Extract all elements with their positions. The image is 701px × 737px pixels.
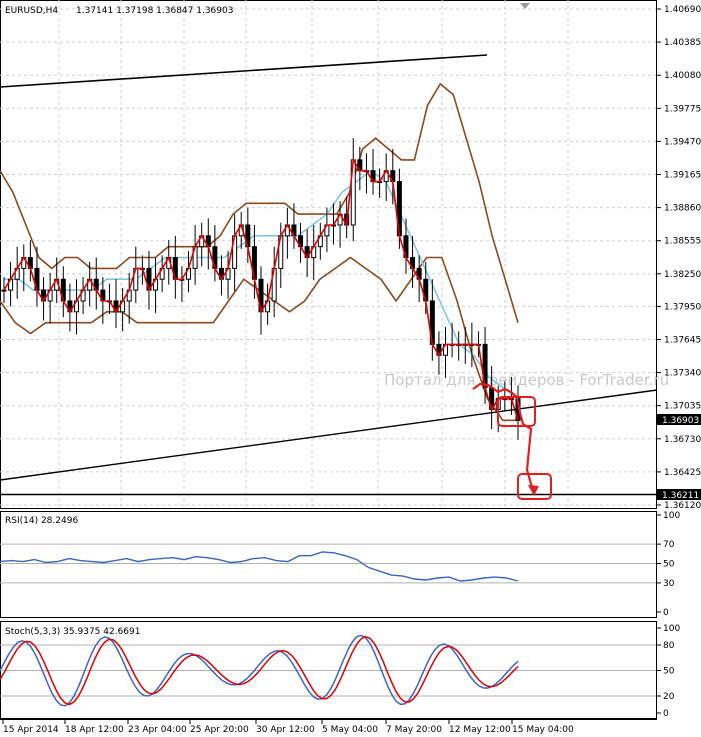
- rsi-label: RSI(14) 28.2496: [5, 516, 78, 526]
- rsi-tick-label: 0: [663, 608, 669, 618]
- price-tick-label: 1.37645: [664, 335, 701, 345]
- stoch-main-line: [0, 634, 519, 707]
- price-tick-label: 1.39470: [664, 137, 701, 147]
- annotation-box-target: [517, 473, 552, 500]
- stoch-label: Stoch(5,3,3) 35.9375 42.6691: [5, 627, 140, 637]
- price-tick-label: 1.37340: [664, 369, 701, 379]
- current-price-label: 1.36903: [662, 416, 699, 426]
- main-pane: [0, 0, 657, 509]
- annotation-path: [472, 382, 536, 495]
- time-tick-label: 15 Apr 2014: [3, 725, 59, 735]
- price-axis: 1.40690 1.40385 1.40080 1.39775 1.39470 1.391…: [656, 5, 701, 511]
- stoch-tick-label: 80: [663, 641, 675, 651]
- time-tick-label: 7 May 20:00: [386, 725, 442, 735]
- price-tick-label: 1.40080: [664, 71, 701, 81]
- stoch-tick-label: 100: [663, 624, 680, 634]
- scroll-marker-icon[interactable]: [520, 3, 530, 9]
- fast-moving-average: [3, 157, 519, 421]
- support-price-tag: [657, 489, 701, 500]
- rsi-tick-label: 30: [663, 579, 675, 589]
- time-axis: 15 Apr 2014 18 Apr 12:00 23 Apr 04:00 25 Ap…: [2, 719, 574, 735]
- price-tick-label: 1.36730: [664, 435, 701, 445]
- rsi-pane: [0, 511, 657, 618]
- time-tick-label: 5 May 04:00: [322, 725, 378, 735]
- price-tick-label: 1.38555: [664, 237, 701, 247]
- stoch-axis: 100 80 50 20 0: [656, 624, 680, 719]
- time-tick-label: 15 May 04:00: [512, 725, 574, 735]
- rsi-line: [0, 551, 519, 582]
- rsi-axis: 100 70 50 30 0: [656, 511, 680, 618]
- lower-trendline[interactable]: [0, 389, 658, 481]
- stoch-tick-label: 50: [663, 667, 675, 677]
- rsi-tick-label: 50: [663, 560, 675, 570]
- stoch-signal-line: [0, 635, 519, 706]
- upper-channel-trendline[interactable]: [0, 54, 488, 88]
- candle: [1, 277, 7, 304]
- price-tick-label: 1.40690: [664, 5, 701, 15]
- time-tick-label: 30 Apr 12:00: [256, 725, 315, 735]
- support-price-label: 1.36211: [662, 491, 699, 501]
- bollinger-upper-band: [0, 82, 519, 323]
- stoch-tick-label: 0: [663, 709, 669, 719]
- rsi-tick-label: 100: [663, 511, 680, 521]
- watermark: Портал для трейдеров - ForTrader.ru: [384, 371, 669, 389]
- time-tick-label: 18 Apr 12:00: [65, 725, 124, 735]
- chart-symbol-label: EURUSD,H4: [5, 6, 58, 16]
- price-tick-label: 1.38860: [664, 204, 701, 214]
- price-tick-label: 1.37035: [664, 402, 701, 412]
- price-tick-label: 1.39165: [664, 171, 701, 181]
- stoch-grid: [0, 644, 656, 697]
- price-tick-label: 1.39775: [664, 104, 701, 114]
- time-tick-label: 12 May 12:00: [449, 725, 511, 735]
- price-tick-label: 1.37950: [664, 302, 701, 312]
- price-tick-label: 1.36120: [664, 501, 701, 511]
- price-tick-label: 1.36425: [664, 468, 701, 478]
- price-tick-label: 1.40385: [664, 38, 701, 48]
- rsi-tick-label: 70: [663, 540, 675, 550]
- ohlc-label: 1.37141 1.37198 1.36847 1.36903: [76, 6, 233, 16]
- current-price-tag: [657, 414, 701, 425]
- price-tick-label: 1.38250: [664, 270, 701, 280]
- stoch-tick-label: 20: [663, 692, 675, 702]
- time-tick-label: 23 Apr 04:00: [128, 725, 187, 735]
- rsi-grid: [0, 543, 656, 584]
- annotation-arrowhead: [528, 485, 539, 496]
- time-tick-label: 25 Apr 20:00: [190, 725, 249, 735]
